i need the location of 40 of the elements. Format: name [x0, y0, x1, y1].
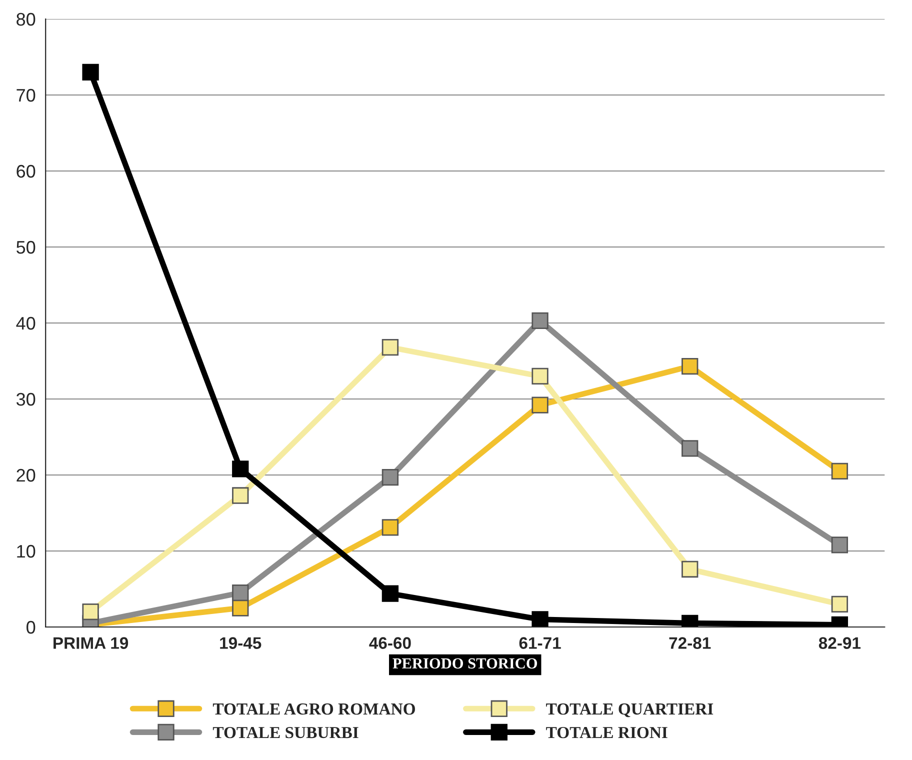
- point: [831, 536, 848, 554]
- point: [532, 396, 548, 414]
- point: [831, 596, 848, 613]
- point: [532, 611, 548, 627]
- legend-label: TOTALE SUBURBI: [212, 726, 358, 738]
- x-tick-label: PRIMA 19: [54, 637, 128, 649]
- legend-label: TOTALE QUARTIERI: [546, 703, 714, 718]
- y-tick-label: 80: [16, 12, 36, 26]
- y-tick-label: 50: [16, 240, 36, 254]
- point: [232, 487, 249, 504]
- x-tick-label: 72-81: [669, 637, 711, 649]
- legend-label: TOTALE RIONI: [546, 726, 668, 738]
- legend-label: TOTALE AGRO ROMANO: [212, 703, 415, 715]
- point: [831, 462, 848, 480]
- y-tick-label: 20: [16, 468, 36, 482]
- y-tick-label: 40: [16, 316, 36, 330]
- point: [382, 468, 399, 486]
- x-tick-label: 82-91: [818, 637, 861, 649]
- point: [532, 312, 548, 330]
- x-tick-label: 46-60: [369, 637, 411, 649]
- y-tick-label: 70: [16, 88, 36, 102]
- point: [532, 368, 548, 385]
- x-axis-title: PERIODO STORICO: [392, 658, 538, 669]
- point: [82, 603, 99, 620]
- point: [382, 585, 399, 602]
- point: [232, 584, 249, 602]
- point: [82, 64, 99, 81]
- x-tick-label: 19-45: [220, 637, 262, 649]
- x-tick-label: 61-71: [519, 637, 561, 649]
- y-tick-label: 60: [16, 164, 36, 178]
- y-tick-label: 0: [26, 620, 36, 634]
- point: [232, 460, 249, 478]
- point: [382, 519, 399, 536]
- y-tick-label: 10: [17, 544, 36, 558]
- point: [232, 600, 249, 616]
- point: [682, 358, 698, 375]
- y-tick-label: 30: [16, 392, 36, 406]
- point: [682, 560, 698, 578]
- point: [682, 440, 698, 457]
- point: [382, 338, 399, 356]
